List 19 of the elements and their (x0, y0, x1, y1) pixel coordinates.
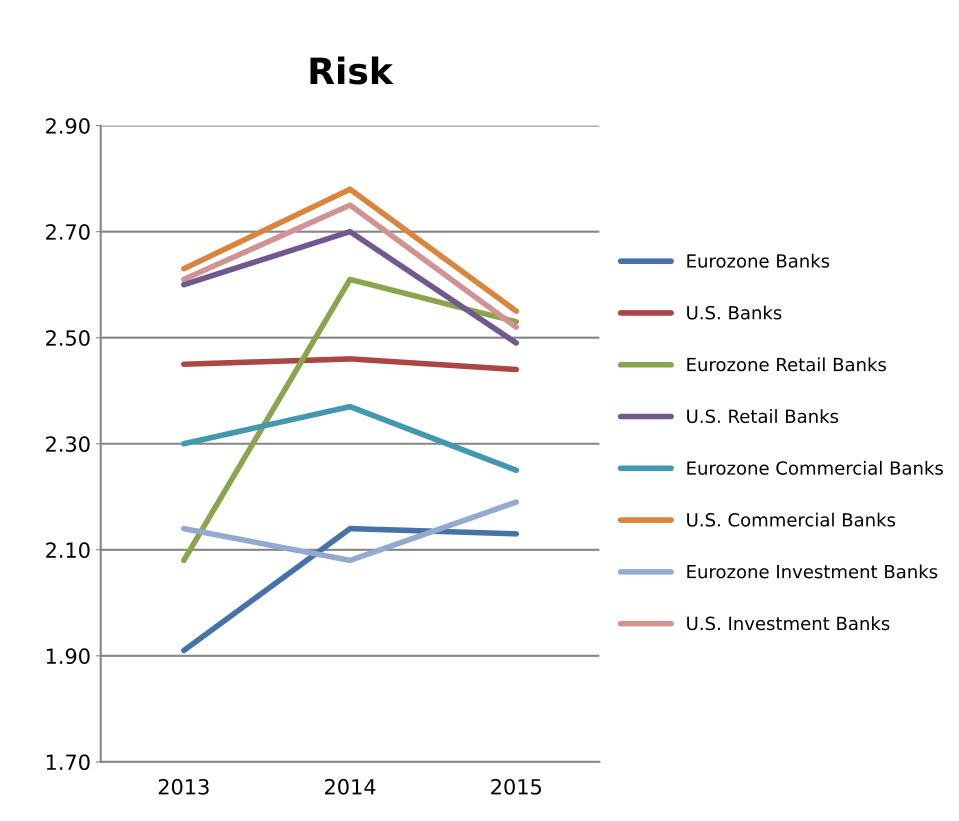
chart-title: Risk (310, 56, 394, 84)
legend-label: U.S. Commercial Banks (687, 512, 896, 527)
x-tick-label: 2014 (325, 778, 376, 795)
legend-label: U.S. Investment Banks (687, 616, 890, 630)
y-tick-label: 2.50 (46, 330, 90, 346)
legend-label: U.S. Banks (687, 306, 782, 320)
y-tick-label: 2.90 (46, 118, 90, 134)
legend-label: Eurozone Commercial Banks (687, 460, 943, 475)
y-tick-label: 2.10 (46, 542, 90, 558)
legend-label: U.S. Retail Banks (687, 409, 838, 424)
legend-label: Eurozone Investment Banks (687, 564, 938, 578)
legend-label: Eurozone Banks (687, 254, 830, 268)
x-tick-label: 2013 (158, 778, 209, 795)
y-tick-label: 2.30 (46, 436, 90, 452)
legend-label: Eurozone Retail Banks (687, 357, 886, 372)
y-tick-label: 1.90 (46, 648, 90, 664)
x-tick-label: 2015 (491, 778, 541, 795)
y-tick-label: 2.70 (46, 224, 90, 240)
y-tick-label: 1.70 (46, 754, 90, 770)
